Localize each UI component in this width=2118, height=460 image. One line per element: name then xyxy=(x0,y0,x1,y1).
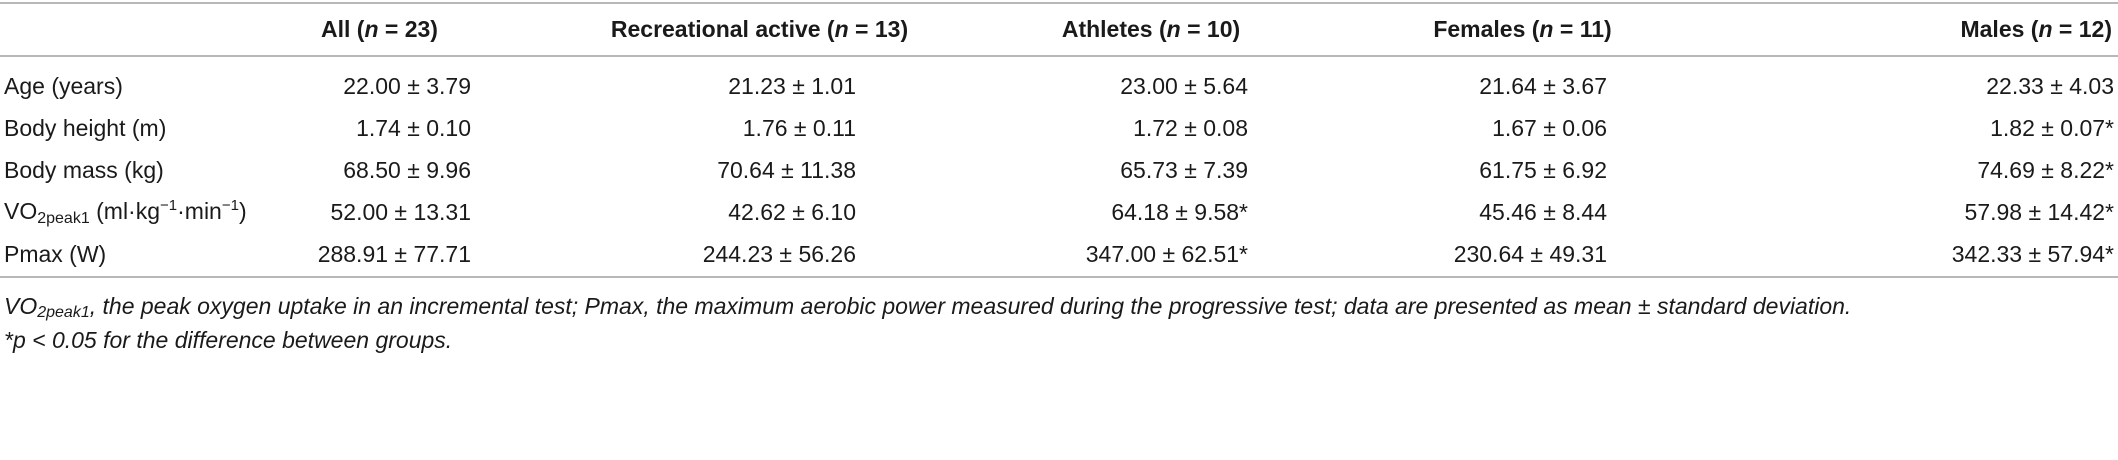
cell-recreational: 1.76 ± 0.11 xyxy=(742,114,856,141)
table-row: Age (years) 22.00 ± 3.79 21.23 ± 1.01 23… xyxy=(0,56,2118,107)
cell-all: 1.74 ± 0.10 xyxy=(356,114,471,141)
cell-athletes: 347.00 ± 62.51* xyxy=(1085,240,1248,267)
header-females: Females (n = 11) xyxy=(1310,4,1695,57)
abbrev-text: , the peak oxygen uptake in an increment… xyxy=(89,293,1852,319)
table-row: Pmax (W) 288.91 ± 77.71 244.23 ± 56.26 3… xyxy=(0,233,2118,275)
table-bottom-rule xyxy=(0,276,2118,278)
cell-recreational: 244.23 ± 56.26 xyxy=(702,240,856,267)
row-label: Pmax (W) xyxy=(4,240,107,267)
cell-females: 1.67 ± 0.06 xyxy=(1492,114,1607,141)
cell-all: 22.00 ± 3.79 xyxy=(343,72,471,99)
abbrev-vo: VO xyxy=(4,293,38,319)
header-athletes: Athletes (n = 10) xyxy=(972,4,1310,57)
cell-females: 21.64 ± 3.67 xyxy=(1479,72,1607,99)
table-row: VO2peak1 (ml·kg−1·min−1) 52.00 ± 13.31 4… xyxy=(0,191,2118,233)
cell-recreational: 70.64 ± 11.38 xyxy=(717,156,856,183)
header-males: Males (n = 12) xyxy=(1695,4,2118,57)
header-all: All (n = 23) xyxy=(232,4,527,57)
row-label: Age (years) xyxy=(4,72,123,99)
vo2-unit-post: ) xyxy=(238,197,247,224)
vo2-unit-sup2: −1 xyxy=(221,196,239,214)
cell-all: 52.00 ± 13.31 xyxy=(330,198,471,225)
cell-males: 1.82 ± 0.07* xyxy=(1990,114,2114,141)
row-label: Body height (m) xyxy=(4,114,167,141)
row-label: Body mass (kg) xyxy=(4,156,164,183)
vo2-unit-sup1: −1 xyxy=(160,196,178,214)
cell-males: 57.98 ± 14.42* xyxy=(1964,198,2114,225)
table-row: Body height (m) 1.74 ± 0.10 1.76 ± 0.11 … xyxy=(0,107,2118,149)
table-footnotes: VO2peak1, the peak oxygen uptake in an i… xyxy=(4,290,2112,358)
characteristics-table: All (n = 23) Recreational active (n = 13… xyxy=(0,4,2118,275)
header-row: All (n = 23) Recreational active (n = 13… xyxy=(0,4,2118,57)
cell-recreational: 42.62 ± 6.10 xyxy=(728,198,856,225)
cell-females: 230.64 ± 49.31 xyxy=(1453,240,1607,267)
cell-athletes: 64.18 ± 9.58* xyxy=(1111,198,1248,225)
cell-males: 74.69 ± 8.22* xyxy=(1977,156,2114,183)
cell-females: 45.46 ± 8.44 xyxy=(1479,198,1607,225)
cell-males: 22.33 ± 4.03 xyxy=(1986,72,2114,99)
vo2-unit-pre: (ml·kg xyxy=(96,197,161,224)
cell-athletes: 1.72 ± 0.08 xyxy=(1133,114,1248,141)
cell-females: 61.75 ± 6.92 xyxy=(1479,156,1607,183)
significance-note: *p < 0.05 for the difference between gro… xyxy=(4,327,453,354)
header-recreational: Recreational active (n = 13) xyxy=(527,4,972,57)
abbreviation-note: VO2peak1, the peak oxygen uptake in an i… xyxy=(4,290,2112,324)
cell-athletes: 65.73 ± 7.39 xyxy=(1120,156,1248,183)
abbrev-sub: 2peak1 xyxy=(37,304,90,321)
vo2-unit-mid: ·min xyxy=(177,197,222,224)
table-top-rule xyxy=(0,2,2118,4)
header-blank xyxy=(0,4,232,57)
table-row: Body mass (kg) 68.50 ± 9.96 70.64 ± 11.3… xyxy=(0,149,2118,191)
vo2-label-sub: 2peak1 xyxy=(37,209,90,227)
vo2-label-main: VO xyxy=(4,197,38,224)
row-label-vo2: VO2peak1 (ml·kg−1·min−1) xyxy=(0,191,247,233)
cell-athletes: 23.00 ± 5.64 xyxy=(1120,72,1248,99)
cell-all: 68.50 ± 9.96 xyxy=(343,156,471,183)
cell-males: 342.33 ± 57.94* xyxy=(1951,240,2114,267)
cell-recreational: 21.23 ± 1.01 xyxy=(728,72,856,99)
cell-all: 288.91 ± 77.71 xyxy=(317,240,471,267)
